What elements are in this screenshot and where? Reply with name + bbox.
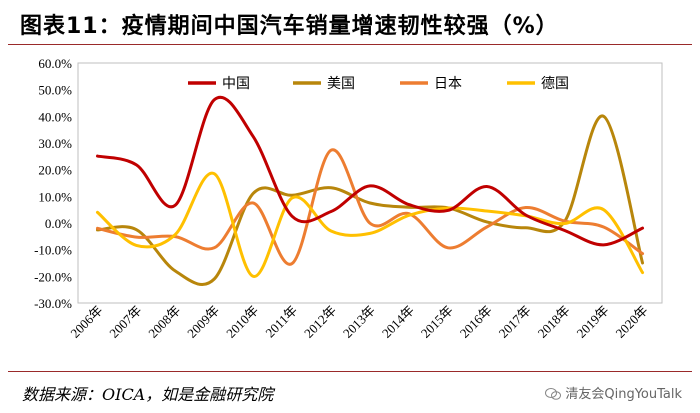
x-tick-label: 2015年 (418, 303, 456, 341)
x-tick-label: 2017年 (496, 303, 534, 341)
title-bar: 图表11：疫情期间中国汽车销量增速韧性较强（%） (0, 0, 700, 45)
x-tick-label: 2008年 (145, 303, 183, 341)
x-tick-label: 2013年 (340, 303, 378, 341)
y-tick-label: 40.0% (38, 109, 72, 124)
plot-frame (77, 62, 663, 304)
y-tick-label: -20.0% (34, 269, 72, 284)
y-tick-label: 60.0% (38, 56, 72, 71)
y-tick-label: 50.0% (38, 83, 72, 98)
source-divider (8, 371, 692, 372)
watermark: 清友会QingYouTalk (545, 383, 682, 402)
x-tick-label: 2018年 (535, 303, 573, 341)
series-line-germany (95, 171, 645, 278)
y-tick-label: -30.0% (34, 296, 72, 311)
x-tick-label: 2010年 (223, 303, 261, 341)
x-tick-label: 2014年 (379, 303, 417, 341)
x-tick-label: 2009年 (184, 303, 222, 341)
x-tick-label: 2007年 (106, 303, 144, 341)
series-line-china (95, 95, 645, 247)
x-tick-label: 2019年 (574, 303, 612, 341)
y-tick-label: 20.0% (38, 163, 72, 178)
legend-label-japan: 日本 (434, 76, 462, 92)
x-tick-label: 2011年 (262, 303, 300, 341)
source-note: 数据来源：OICA，如是金融研究院 (22, 385, 274, 404)
line-chart: -30.0% -20.0% -10.0% 0.0% 10.0% 20.0% 30.0% 40.… (34, 56, 663, 341)
x-tick-label: 2016年 (457, 303, 495, 341)
legend-label-germany: 德国 (541, 76, 569, 92)
series-line-usa (95, 114, 645, 286)
x-tick-label: 2006年 (67, 303, 105, 341)
y-tick-label: 10.0% (38, 189, 72, 204)
series-line-japan (95, 148, 645, 266)
title-divider (8, 44, 692, 45)
x-tick-label: 2012年 (301, 303, 339, 341)
y-tick-label: -10.0% (34, 243, 72, 258)
y-tick-label: 0.0% (45, 216, 72, 231)
chart-title: 图表11：疫情期间中国汽车销量增速韧性较强（%） (20, 14, 559, 39)
legend-label-china: 中国 (222, 76, 250, 92)
y-tick-label: 30.0% (38, 136, 72, 151)
watermark-text: 清友会QingYouTalk (565, 387, 682, 402)
wechat-icon (545, 388, 562, 400)
x-tick-label: 2020年 (612, 303, 650, 341)
legend-label-usa: 美国 (327, 76, 355, 92)
